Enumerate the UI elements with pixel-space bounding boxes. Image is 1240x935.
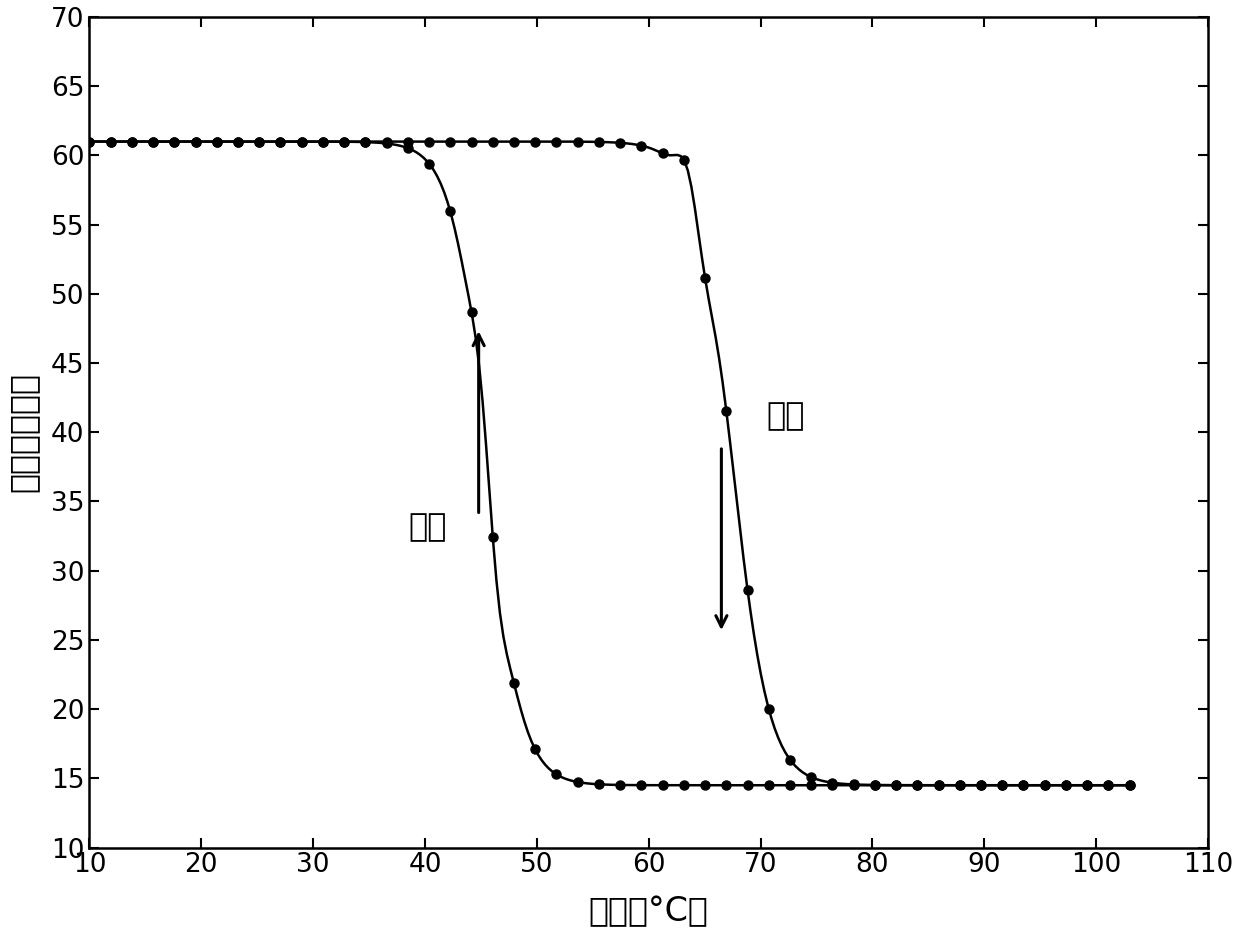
X-axis label: 温度（°C）: 温度（°C） (589, 895, 708, 928)
Text: 冷却: 冷却 (408, 512, 446, 543)
Text: 加热: 加热 (766, 401, 805, 432)
Y-axis label: 透过率（％）: 透过率（％） (7, 372, 40, 492)
